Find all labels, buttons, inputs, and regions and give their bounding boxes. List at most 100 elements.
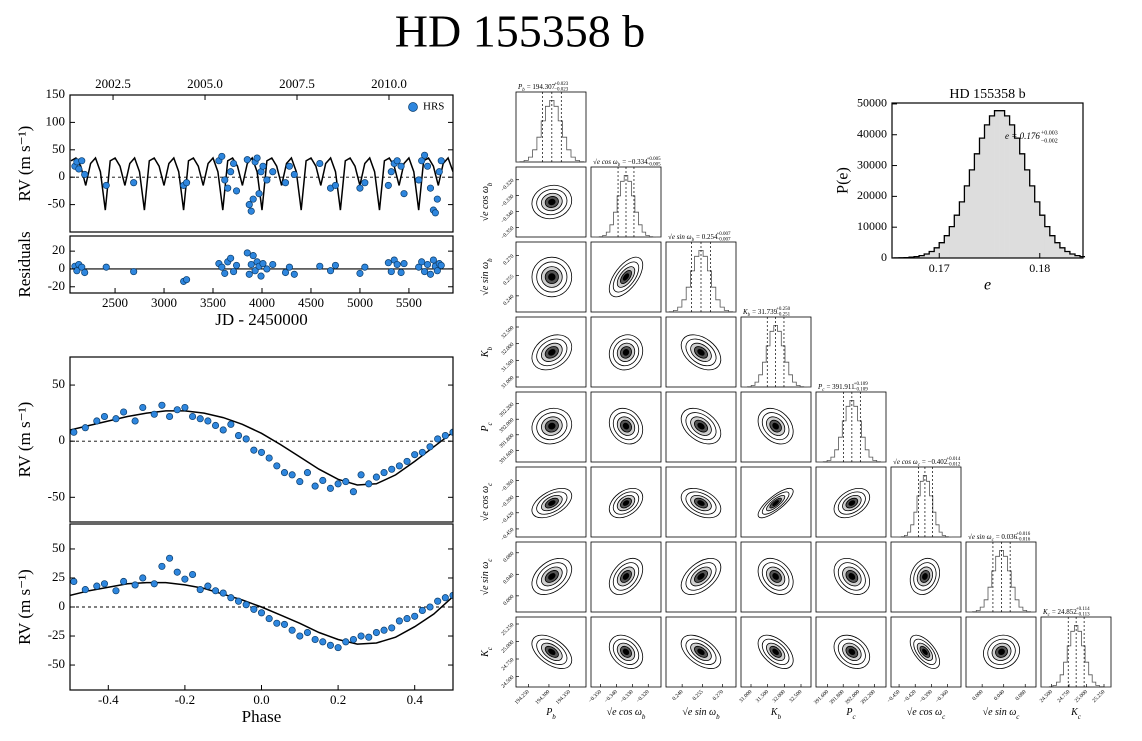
x2-tick-label: 2005.0 [187, 76, 223, 91]
x-axis-label: √e sin ωc [983, 707, 1021, 720]
y-tick-label: 10000 [857, 219, 887, 233]
data-point [100, 412, 109, 421]
plus-label: +0.016 [1016, 532, 1031, 537]
data-point [251, 267, 259, 275]
x-axis-label: Kc [1070, 707, 1082, 720]
data-point [269, 168, 277, 176]
data-point [415, 263, 423, 271]
data-point [181, 403, 189, 412]
x-tick-label: −0.320 [635, 689, 650, 704]
y-tick-label: 50 [52, 540, 65, 555]
contour [697, 349, 705, 356]
param-symbol: K [1042, 608, 1048, 616]
x-tick-label: 391.600 [813, 689, 830, 706]
legend-marker [408, 102, 418, 112]
hist-bar [1059, 247, 1066, 258]
x-tick-label: 25.250 [1091, 689, 1106, 704]
data-point [247, 207, 255, 215]
x-tick-label: 0.17 [929, 261, 950, 275]
y-tick-label: 0.040 [502, 572, 515, 585]
data-point [173, 406, 181, 414]
data-point [434, 597, 442, 605]
plot-area [70, 249, 453, 285]
data-point [70, 428, 78, 436]
hist-bar [969, 169, 975, 258]
x-tick-label: 0.18 [1029, 261, 1050, 275]
data-point [150, 410, 158, 418]
data-point [81, 586, 89, 594]
x-tick-label: 194.300 [534, 689, 551, 706]
data-point [150, 580, 158, 588]
hist-bar [994, 110, 1000, 259]
x-tick-label: 0.240 [671, 689, 684, 702]
hist-bar [939, 242, 945, 258]
y-tick-label: 24.750 [500, 657, 515, 672]
contour [922, 573, 928, 580]
data-point [100, 580, 109, 588]
x-tick-label: 0.255 [692, 689, 705, 702]
y-tick-label: 25 [52, 569, 65, 584]
data-point [433, 267, 441, 275]
y-tick-label: 0.080 [502, 551, 515, 564]
x-tick-label: 0.000 [971, 689, 984, 702]
data-point [393, 260, 401, 269]
data-point [372, 628, 380, 637]
data-point [280, 620, 289, 628]
hist-bar [1044, 226, 1051, 258]
data-point [158, 562, 166, 570]
y-axis-label: Kb [480, 346, 493, 358]
param-subscript: c [1016, 713, 1020, 721]
data-point [227, 168, 235, 176]
median-label: = −0.334 [622, 158, 648, 166]
minus-label: −0.023 [554, 88, 569, 93]
data-point [183, 276, 191, 284]
data-point [243, 249, 251, 257]
data-point [227, 254, 235, 262]
data-point [365, 480, 373, 488]
param-subscript: c [486, 482, 494, 486]
data-point [380, 626, 388, 634]
param-subscript: c [822, 388, 825, 393]
data-point [219, 426, 227, 434]
data-point [112, 415, 120, 423]
median-label: = 0.036 [996, 533, 1018, 541]
param-subscript: c [486, 646, 494, 650]
y-tick-label: 0 [59, 168, 66, 183]
minus-label: −0.012 [946, 463, 961, 468]
data-point [130, 179, 138, 187]
panel-title: Kb = 31.739 [742, 308, 778, 318]
param-subscript: b [486, 258, 494, 262]
data-point [257, 609, 266, 617]
minus-label: −0.251 [776, 313, 791, 318]
data-point [166, 412, 174, 421]
median-label: = −0.402 [922, 458, 948, 466]
data-point [303, 469, 312, 477]
data-point [281, 179, 290, 187]
param-symbol: K [1070, 707, 1079, 718]
data-point [380, 469, 388, 477]
contour [772, 500, 779, 506]
data-point [250, 605, 258, 613]
minus-label: −0.113 [1076, 613, 1090, 618]
x-tick-label: 0.2 [330, 692, 346, 707]
x-tick-label: 24.750 [1056, 689, 1071, 704]
param-symbol: √e sin ω [983, 707, 1017, 718]
param-symbol: K [480, 649, 491, 658]
x-tick-label: 24.500 [1039, 689, 1054, 704]
y-tick-label: 50 [52, 141, 65, 156]
data-point [387, 168, 395, 176]
y-tick-label: 40000 [857, 126, 887, 140]
y-tick-label: 25.000 [500, 639, 515, 654]
x-tick-label: 32.500 [788, 689, 803, 704]
data-point [356, 184, 364, 192]
data-point [400, 260, 408, 268]
param-symbol: √e cos ω [593, 158, 618, 166]
data-point [395, 617, 403, 625]
data-point [397, 268, 405, 277]
y-tick-label: -25 [48, 627, 65, 642]
x-axis-label: Phase [242, 707, 282, 726]
data-point [196, 415, 204, 423]
hist-bar [989, 115, 995, 258]
data-point [255, 190, 263, 198]
median-label: = 31.739 [752, 308, 777, 316]
